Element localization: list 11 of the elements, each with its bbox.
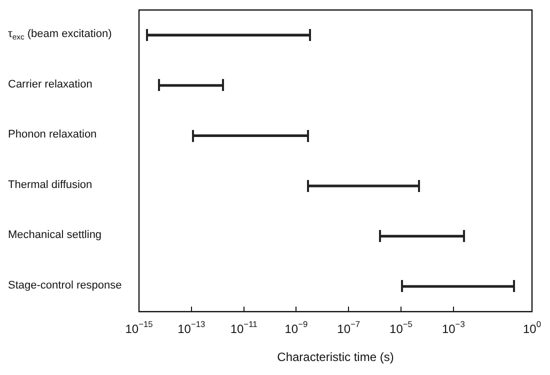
bar (146, 34, 311, 36)
y-tick-label: Phonon relaxation (8, 128, 97, 141)
bar (307, 184, 420, 188)
bar (159, 84, 224, 87)
y-tick-label: Carrier relaxation (8, 78, 92, 90)
bar (402, 285, 514, 288)
y-tick-label: Mechanical settling (8, 229, 102, 242)
x-axis-title: Characteristic time (s) (277, 350, 394, 364)
y-tick-label: Stage-control response (8, 280, 122, 292)
y-tick-label: Thermal diffusion (8, 178, 92, 191)
bar (193, 134, 308, 137)
